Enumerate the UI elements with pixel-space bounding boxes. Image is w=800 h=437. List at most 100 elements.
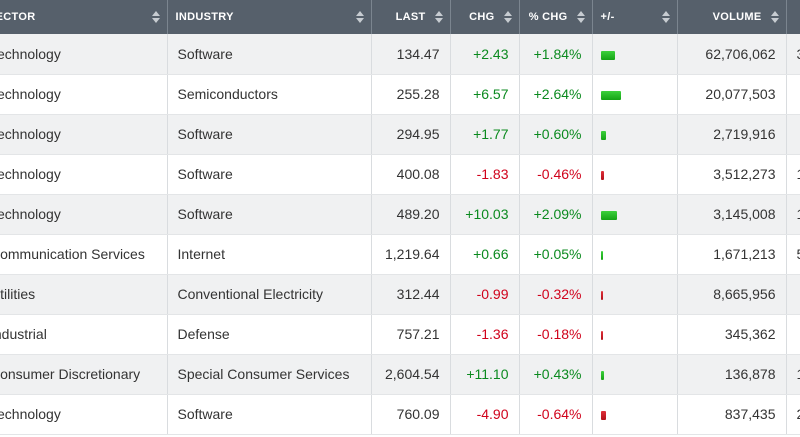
cell-volume: 3,145,008 — [677, 194, 787, 235]
cell-sector: Technology — [0, 114, 168, 155]
cell-chg: +0.66 — [450, 234, 520, 275]
change-bar-up — [600, 50, 615, 60]
cell-volume: 136,878 — [677, 354, 787, 395]
table-row[interactable]: IndustrialDefense757.21-1.36-0.18% 345,36… — [0, 314, 800, 355]
cell-last: 1,219.64 — [371, 234, 451, 275]
cell-extra: 1 — [786, 154, 800, 195]
cell-industry: Defense — [167, 314, 372, 355]
cell-extra: 1 — [786, 354, 800, 395]
cell-pct-chg: +0.43% — [519, 354, 593, 395]
column-header-pct-chg[interactable]: % CHG — [519, 0, 593, 34]
column-header-volume[interactable]: VOLUME — [677, 0, 787, 34]
cell-last: 400.08 — [371, 154, 451, 195]
change-bar-up — [600, 370, 604, 380]
column-header-bar[interactable]: +/- — [592, 0, 678, 34]
cell-extra — [786, 274, 800, 315]
cell-change-bar — [592, 114, 678, 155]
column-header-industry[interactable]: INDUSTRY — [167, 0, 372, 34]
change-bar-down — [600, 290, 603, 300]
table-row[interactable]: TechnologySoftware760.09-4.90-0.64% 837,4… — [0, 394, 800, 435]
cell-last: 312.44 — [371, 274, 451, 315]
sort-icon[interactable] — [770, 11, 779, 23]
table-row[interactable]: TechnologySoftware134.47+2.43+1.84% 62,70… — [0, 34, 800, 75]
table-row[interactable]: Communication Services Internet 1,219.64 +0… — [0, 234, 800, 275]
cell-industry: Semiconductors — [167, 74, 372, 115]
column-header-last[interactable]: LAST — [371, 0, 451, 34]
change-bar-down — [600, 410, 606, 420]
cell-chg: +2.43 — [450, 34, 520, 75]
sort-icon[interactable] — [661, 11, 670, 23]
cell-extra — [786, 114, 800, 155]
cell-volume: 20,077,503 — [677, 74, 787, 115]
change-bar-up — [600, 130, 606, 140]
cell-chg: -1.36 — [450, 314, 520, 355]
sort-icon[interactable] — [355, 11, 364, 23]
cell-chg: -4.90 — [450, 394, 520, 435]
cell-sector: Technology — [0, 34, 168, 75]
cell-sector: Technology — [0, 194, 168, 235]
cell-industry: Conventional Electricity — [167, 274, 372, 315]
table-row[interactable]: TechnologySemiconductors255.28+6.57+2.64… — [0, 74, 800, 115]
cell-chg: -1.83 — [450, 154, 520, 195]
cell-pct-chg: -0.18% — [519, 314, 593, 355]
cell-extra: 2 — [786, 394, 800, 435]
change-bar-down — [600, 170, 604, 180]
cell-volume: 8,665,956 — [677, 274, 787, 315]
cell-pct-chg: -0.64% — [519, 394, 593, 435]
cell-industry: Internet — [167, 234, 372, 275]
cell-last: 760.09 — [371, 394, 451, 435]
cell-chg: +6.57 — [450, 74, 520, 115]
cell-extra: 5 — [786, 234, 800, 275]
cell-change-bar — [592, 74, 678, 115]
column-header-chg[interactable]: CHG — [450, 0, 520, 34]
cell-last: 489.20 — [371, 194, 451, 235]
cell-sector: Consumer Discretionary — [0, 354, 168, 395]
sort-icon[interactable] — [503, 11, 512, 23]
cell-change-bar — [592, 314, 678, 355]
column-header-label: SECTOR — [0, 11, 36, 23]
sort-icon[interactable] — [576, 11, 585, 23]
change-bar-up — [600, 250, 603, 260]
cell-change-bar — [592, 234, 678, 275]
cell-chg: +10.03 — [450, 194, 520, 235]
cell-industry: Software — [167, 34, 372, 75]
cell-industry: Software — [167, 154, 372, 195]
cell-pct-chg: -0.46% — [519, 154, 593, 195]
column-header-label: +/- — [600, 11, 615, 23]
cell-sector: Technology — [0, 154, 168, 195]
cell-volume: 3,512,273 — [677, 154, 787, 195]
column-header-label: VOLUME — [712, 11, 762, 23]
cell-sector: Utilities — [0, 274, 168, 315]
column-header-label: % CHG — [528, 11, 568, 23]
cell-extra: 3 — [786, 34, 800, 75]
cell-volume: 1,671,213 — [677, 234, 787, 275]
cell-chg: +1.77 — [450, 114, 520, 155]
column-header-extra[interactable] — [786, 0, 800, 34]
cell-change-bar — [592, 274, 678, 315]
table-row[interactable]: Consumer Discretionary Special Consumer S… — [0, 354, 800, 395]
table-row[interactable]: TechnologySoftware489.20+10.03+2.09% 3,14… — [0, 194, 800, 235]
cell-change-bar — [592, 354, 678, 395]
column-header-label: LAST — [395, 11, 426, 23]
table-row[interactable]: TechnologySoftware400.08-1.83-0.46% 3,512… — [0, 154, 800, 195]
cell-change-bar — [592, 154, 678, 195]
sort-icon[interactable] — [151, 11, 160, 23]
cell-industry: Software — [167, 394, 372, 435]
column-header-sector[interactable]: SECTOR — [0, 0, 168, 34]
cell-chg: +11.10 — [450, 354, 520, 395]
cell-pct-chg: -0.32% — [519, 274, 593, 315]
cell-last: 294.95 — [371, 114, 451, 155]
cell-last: 757.21 — [371, 314, 451, 355]
table-row[interactable]: TechnologySoftware294.95+1.77+0.60% 2,719… — [0, 114, 800, 155]
table-header-row: SECTOR INDUSTRY LAST CHG % CHG +/- VOLUM… — [0, 0, 800, 34]
change-bar-up — [600, 90, 621, 100]
sort-icon[interactable] — [434, 11, 443, 23]
cell-pct-chg: +2.09% — [519, 194, 593, 235]
cell-sector: Industrial — [0, 314, 168, 355]
cell-volume: 2,719,916 — [677, 114, 787, 155]
cell-pct-chg: +0.60% — [519, 114, 593, 155]
cell-extra — [786, 74, 800, 115]
cell-volume: 345,362 — [677, 314, 787, 355]
